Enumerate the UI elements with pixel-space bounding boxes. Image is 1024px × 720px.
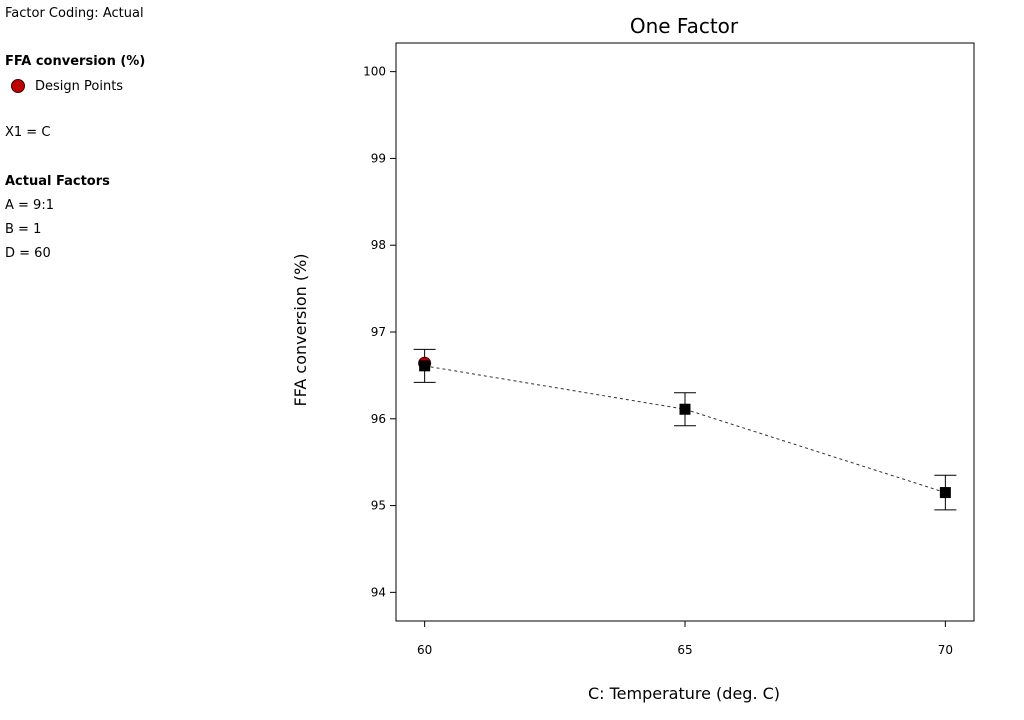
x-tick-label: 70 [938,643,953,657]
factor-d: D = 60 [5,246,51,261]
y-tick-label: 100 [363,65,386,79]
mean-point-marker [679,403,691,415]
x1-assignment: X1 = C [5,125,51,140]
factor-b: B = 1 [5,222,42,237]
design-point-marker-icon [11,79,25,93]
series-line [424,365,946,494]
mean-point-marker [419,360,431,372]
y-axis-title: FFA conversion (%) [291,253,310,406]
actual-factors-heading: Actual Factors [5,174,110,189]
factor-a: A = 9:1 [5,198,54,213]
legend-label: Design Points [35,78,124,94]
y-tick-label: 99 [371,151,386,165]
y-tick-label: 96 [371,412,386,426]
series-layer [413,348,957,511]
plot-frame [395,42,975,622]
mean-point-marker [939,487,951,499]
chart-title: One Factor [630,14,739,38]
y-tick-label: 98 [371,238,386,252]
x-tick-label: 65 [677,643,692,657]
y-tick-label: 97 [371,325,386,339]
response-name: FFA conversion (%) [5,54,146,69]
x-tick-label: 60 [417,643,432,657]
y-tick-label: 95 [371,499,386,513]
legend-design-points: Design Points [11,77,123,95]
factor-coding-text: Factor Coding: Actual [5,6,144,21]
x-axis: 60 65 70 [417,621,953,657]
y-axis: 94 95 96 97 98 99 100 [363,65,396,599]
y-tick-label: 94 [371,585,386,599]
x-axis-title: C: Temperature (deg. C) [588,684,780,703]
